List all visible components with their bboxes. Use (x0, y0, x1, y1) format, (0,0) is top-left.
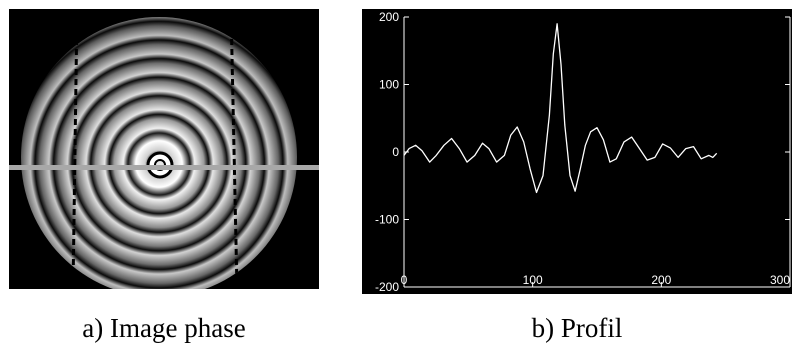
caption-phase-image: a) Image phase (82, 313, 246, 343)
profile-series-line (403, 23, 718, 194)
profile-line (9, 165, 319, 170)
x-tick-label: 300 (770, 273, 790, 287)
y-tick-label: 200 (379, 10, 399, 24)
x-tick-label: 100 (523, 273, 543, 287)
phase-image (9, 9, 319, 289)
y-tick-label: -200 (375, 280, 399, 294)
phase-discontinuity-right (229, 17, 239, 289)
y-tick-label: 0 (392, 145, 399, 159)
profile-chart: 200 100 0 -100 -200 0 100 200 300 (362, 9, 792, 294)
y-tick-label: -100 (375, 213, 399, 227)
caption-profile: b) Profil (531, 313, 623, 343)
x-tick-label: 200 (651, 273, 671, 287)
chart-background (362, 9, 792, 294)
x-tick-label: 0 (401, 273, 408, 287)
y-tick-label: 100 (379, 78, 399, 92)
phase-discontinuity-left (71, 17, 79, 289)
phase-image-panel (9, 9, 319, 289)
